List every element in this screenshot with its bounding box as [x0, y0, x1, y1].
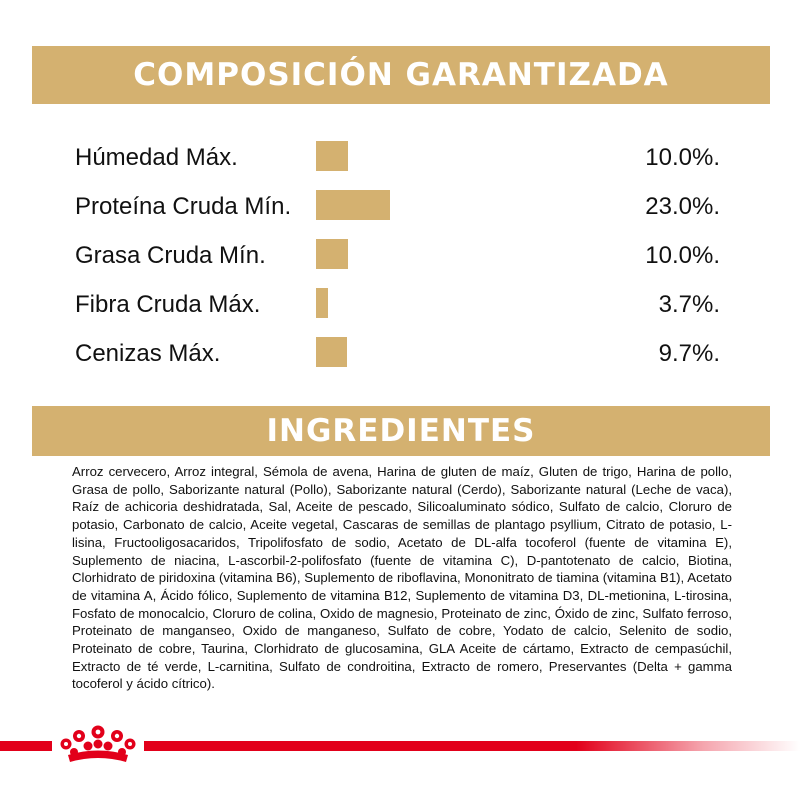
composition-row: Húmedad Máx. 10.0%.	[0, 141, 800, 181]
composition-row: Cenizas Máx. 9.7%.	[0, 337, 800, 377]
composition-row-label: Fibra Cruda Máx.	[75, 291, 261, 318]
composition-bar	[316, 190, 390, 220]
footer-red-line	[0, 741, 800, 751]
composition-bar	[316, 141, 348, 171]
ingredients-text: Arroz cervecero, Arroz integral, Sémola …	[72, 464, 732, 692]
composition-row: Grasa Cruda Mín. 10.0%.	[0, 239, 800, 279]
composition-row-value: 9.7%.	[658, 340, 720, 367]
composition-bar	[316, 288, 328, 318]
ingredients-title: INGREDIENTES	[266, 413, 536, 449]
composition-row: Fibra Cruda Máx. 3.7%.	[0, 288, 800, 328]
composition-row-label: Cenizas Máx.	[75, 340, 221, 367]
composition-row-label: Grasa Cruda Mín.	[75, 242, 266, 269]
composition-row-value: 3.7%.	[658, 291, 720, 318]
composition-row-value: 10.0%.	[645, 242, 720, 269]
composition-bar	[316, 239, 348, 269]
composition-row-value: 23.0%.	[645, 193, 720, 220]
composition-title: COMPOSICIÓN GARANTIZADA	[133, 57, 669, 93]
royal-canin-crown-icon	[52, 722, 144, 770]
composition-banner: COMPOSICIÓN GARANTIZADA	[32, 46, 770, 104]
composition-row-label: Húmedad Máx.	[75, 144, 238, 171]
ingredients-banner: INGREDIENTES	[32, 406, 770, 456]
composition-row-value: 10.0%.	[645, 144, 720, 171]
composition-row: Proteína Cruda Mín. 23.0%.	[0, 190, 800, 230]
composition-bar	[316, 337, 348, 367]
composition-row-label: Proteína Cruda Mín.	[75, 193, 292, 220]
